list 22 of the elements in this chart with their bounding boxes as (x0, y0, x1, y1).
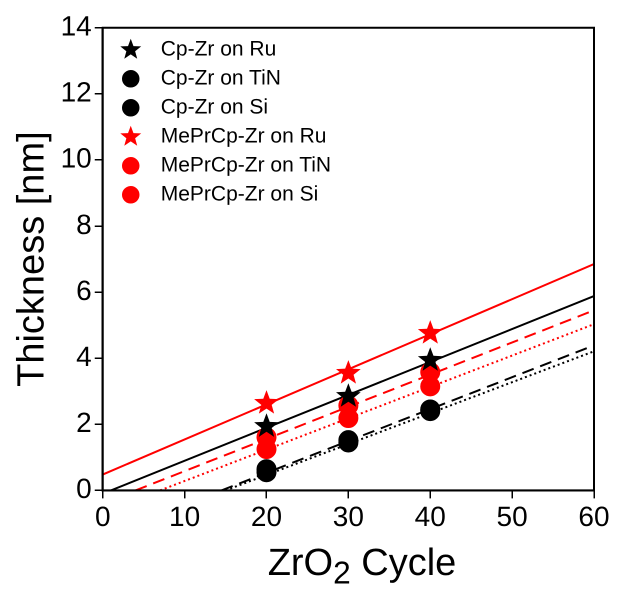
y-tick-label: 8 (76, 208, 92, 240)
x-tick-label: 20 (250, 500, 282, 532)
x-tick-label: 50 (496, 500, 528, 532)
x-tick-label: 30 (332, 500, 364, 532)
legend-label: Cp-Zr on Si (160, 96, 268, 119)
y-tick-label: 2 (76, 407, 92, 438)
legend-label: Cp-Zr on TiN (160, 66, 281, 90)
y-tick-label: 4 (76, 340, 92, 372)
y-axis-title: Thickness [nm] (10, 131, 52, 387)
x-tick-label: 60 (578, 500, 610, 532)
y-tick-label: 6 (76, 274, 92, 306)
y-tick-label: 0 (76, 473, 92, 504)
y-tick-label: 12 (60, 76, 92, 108)
x-tick-label: 40 (414, 500, 446, 532)
legend-label: Cp-Zr on Ru (160, 38, 276, 61)
legend-label: MePrCp-Zr on TiN (160, 154, 332, 177)
legend-label: MePrCp-Zr on Ru (160, 124, 326, 148)
legend-label: MePrCp-Zr on Si (160, 182, 318, 206)
y-tick-label: 14 (60, 10, 92, 42)
x-tick-label: 10 (169, 500, 200, 532)
y-tick-label: 10 (60, 142, 92, 174)
x-axis-title: ZrO$_{2}$ Cycle (266, 541, 458, 593)
